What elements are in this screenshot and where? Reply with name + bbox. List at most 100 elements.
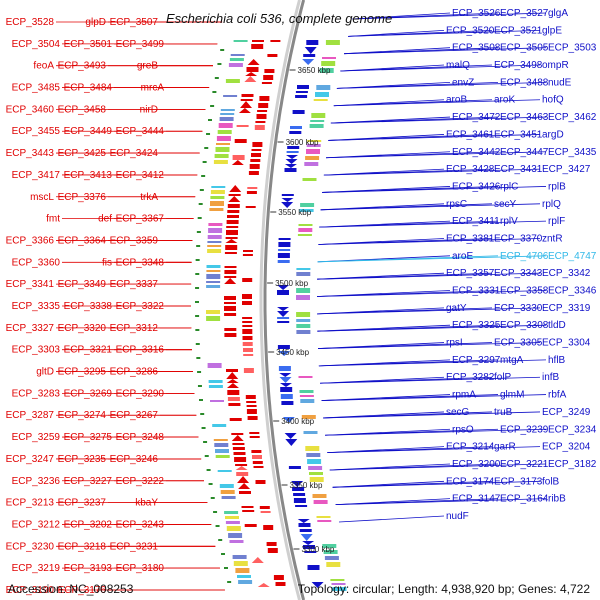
gene-label-rplq: rplQ bbox=[542, 199, 561, 210]
feature-box bbox=[295, 91, 308, 93]
gene-label-ecp_3381: ECP_3381 bbox=[446, 233, 495, 244]
feature-box bbox=[227, 204, 240, 208]
feature-box bbox=[246, 191, 257, 194]
feature-box bbox=[252, 455, 262, 459]
gene-label-rpsi: rpsI bbox=[446, 338, 463, 349]
label-leader-line bbox=[317, 307, 541, 315]
feature-box bbox=[208, 228, 223, 233]
gene-label-ecp_3337: ECP_3337 bbox=[110, 279, 159, 290]
feature-box bbox=[216, 136, 231, 141]
gene-label-def: def bbox=[98, 214, 112, 225]
label-leader-line bbox=[318, 238, 541, 245]
gene-label-ecp_3320: ECP_3320 bbox=[58, 323, 107, 334]
label-leader-line bbox=[330, 116, 547, 124]
feature-box bbox=[267, 54, 278, 57]
feature-box bbox=[224, 511, 239, 514]
feature-box bbox=[303, 54, 316, 57]
gene-label-ecp_3297: ECP_3297 bbox=[452, 355, 501, 366]
gene-label-ecp_3455: ECP_3455 bbox=[12, 126, 61, 137]
feature-box bbox=[306, 149, 320, 154]
feature-box bbox=[257, 110, 268, 112]
feature-box bbox=[316, 85, 331, 90]
feature-box bbox=[278, 366, 291, 371]
feature-box bbox=[296, 288, 311, 293]
gene-label-ecp_3335: ECP_3335 bbox=[12, 301, 61, 312]
feature-box bbox=[207, 245, 222, 247]
gene-label-ecp_3173: ECP_3173 bbox=[494, 476, 543, 487]
feature-box bbox=[224, 333, 237, 337]
feature-box bbox=[217, 130, 232, 134]
kbp-tick-label: 3600 kbp bbox=[286, 138, 319, 147]
gene-label-ribb: ribB bbox=[548, 494, 566, 505]
feature-box bbox=[300, 399, 315, 403]
feature-box bbox=[237, 575, 251, 578]
gene-label-ecp_3219: ECP_3219 bbox=[12, 563, 61, 574]
gene-label-ecp_3316: ECP_3316 bbox=[116, 345, 165, 356]
gene-label-ecp_3428: ECP_3428 bbox=[446, 164, 495, 175]
kbp-tick-label: 3550 kbp bbox=[278, 208, 311, 217]
gene-label-ecp_3348: ECP_3348 bbox=[116, 257, 165, 268]
gene-label-secy: secY bbox=[494, 199, 517, 210]
map-title: Escherichia coli 536, complete genome bbox=[166, 11, 392, 26]
feature-box bbox=[270, 40, 281, 42]
feature-box bbox=[306, 453, 321, 457]
gene-label-ecp_3246: ECP_3246 bbox=[110, 454, 159, 465]
gene-label-rbfa: rbfA bbox=[548, 390, 567, 401]
feature-box bbox=[295, 95, 308, 98]
gene-label-ecp_3218: ECP_3218 bbox=[58, 541, 107, 552]
feature-box bbox=[286, 151, 299, 153]
gene-label-ecp_3367: ECP_3367 bbox=[116, 214, 165, 225]
plus-strand-arrow bbox=[279, 383, 292, 387]
gene-label-feoa: feoA bbox=[33, 61, 54, 72]
feature-box bbox=[326, 562, 341, 567]
feature-box bbox=[247, 416, 258, 420]
feature-box bbox=[293, 493, 306, 496]
label-leader-line bbox=[318, 359, 547, 367]
gene-label-ecp_3282: ECP_3282 bbox=[446, 372, 495, 383]
gene-label-ecp_3164: ECP_3164 bbox=[500, 494, 549, 505]
feature-box bbox=[206, 265, 221, 268]
minus-strand-arrow bbox=[231, 435, 244, 441]
feature-box bbox=[235, 464, 248, 466]
feature-box bbox=[296, 324, 311, 328]
gene-label-envz: envZ bbox=[452, 77, 474, 88]
gene-label-fis: fis bbox=[102, 257, 112, 268]
label-leader-line bbox=[316, 290, 547, 297]
feature-box bbox=[215, 449, 229, 453]
feature-box bbox=[206, 270, 221, 272]
gene-label-ecp_3182: ECP_3182 bbox=[548, 459, 597, 470]
feature-box bbox=[220, 109, 235, 111]
label-leader-line bbox=[325, 151, 547, 159]
gene-label-gaty: gatY bbox=[446, 303, 467, 314]
gene-label-ecp_3376: ECP_3376 bbox=[58, 192, 107, 203]
feature-box bbox=[224, 306, 236, 311]
gene-label-rpma: rpmA bbox=[452, 390, 476, 401]
feature-box bbox=[261, 82, 272, 84]
feature-box bbox=[296, 330, 311, 334]
gene-label-ecp_3343: ECP_3343 bbox=[494, 268, 543, 279]
feature-box bbox=[210, 201, 224, 206]
gene-label-ecp_3447: ECP_3447 bbox=[500, 147, 549, 158]
feature-box bbox=[234, 457, 247, 462]
feature-box bbox=[322, 544, 337, 548]
feature-box bbox=[221, 496, 236, 499]
feature-box bbox=[224, 328, 237, 331]
feature-box bbox=[281, 401, 294, 405]
feature-box bbox=[306, 40, 319, 45]
cog-track-inner bbox=[296, 40, 347, 591]
gene-label-ecp_3312: ECP_3312 bbox=[110, 323, 159, 334]
feature-box bbox=[247, 187, 258, 189]
gene-label-ecp_3308: ECP_3308 bbox=[500, 320, 549, 331]
plus-strand-arrow bbox=[311, 582, 324, 588]
accession-text: Accession: NC_008253 bbox=[8, 582, 134, 596]
gene-label-ecp_3346: ECP_3346 bbox=[548, 286, 597, 297]
feature-box bbox=[305, 156, 320, 160]
feature-box bbox=[229, 418, 242, 421]
feature-box bbox=[226, 369, 238, 372]
label-leader-line bbox=[320, 203, 541, 211]
gene-label-ecp_3526: ECP_3526 bbox=[452, 8, 501, 19]
gene-label-ecp_3269: ECP_3269 bbox=[64, 388, 113, 399]
feature-box bbox=[307, 140, 322, 142]
feature-box bbox=[242, 329, 253, 334]
gene-label-ecp_3520: ECP_3520 bbox=[446, 25, 495, 36]
